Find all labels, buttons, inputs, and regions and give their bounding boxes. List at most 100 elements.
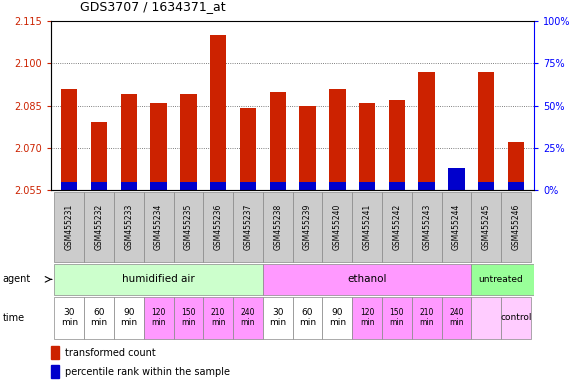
- FancyBboxPatch shape: [84, 192, 114, 262]
- Text: GSM455241: GSM455241: [363, 204, 372, 250]
- Text: GSM455239: GSM455239: [303, 204, 312, 250]
- Bar: [299, 106, 316, 190]
- Bar: [91, 122, 107, 190]
- Text: percentile rank within the sample: percentile rank within the sample: [65, 367, 230, 377]
- Text: GDS3707 / 1634371_at: GDS3707 / 1634371_at: [80, 0, 226, 13]
- Bar: [270, 91, 286, 190]
- FancyBboxPatch shape: [203, 192, 233, 262]
- Bar: [203, 297, 233, 339]
- Text: GSM455246: GSM455246: [512, 204, 521, 250]
- Text: untreated: untreated: [478, 275, 524, 284]
- Text: agent: agent: [3, 274, 31, 285]
- Text: GSM455238: GSM455238: [274, 204, 282, 250]
- Bar: [263, 264, 471, 295]
- Bar: [61, 182, 78, 190]
- Bar: [240, 108, 256, 190]
- Bar: [270, 182, 286, 190]
- Bar: [389, 182, 405, 190]
- Text: GSM455231: GSM455231: [65, 204, 74, 250]
- Bar: [389, 100, 405, 190]
- FancyBboxPatch shape: [412, 192, 441, 262]
- Text: GSM455240: GSM455240: [333, 204, 342, 250]
- Text: transformed count: transformed count: [65, 348, 156, 358]
- FancyBboxPatch shape: [54, 192, 84, 262]
- Text: GSM455235: GSM455235: [184, 204, 193, 250]
- Text: 240
min: 240 min: [449, 308, 464, 328]
- Bar: [91, 182, 107, 190]
- Bar: [471, 264, 534, 295]
- Bar: [51, 365, 59, 378]
- FancyBboxPatch shape: [293, 192, 323, 262]
- Text: 120
min: 120 min: [151, 308, 166, 328]
- FancyBboxPatch shape: [501, 192, 531, 262]
- Bar: [471, 297, 501, 339]
- Bar: [84, 297, 114, 339]
- Bar: [419, 72, 435, 190]
- Text: GSM455243: GSM455243: [422, 204, 431, 250]
- Bar: [210, 182, 226, 190]
- Text: GSM455242: GSM455242: [392, 204, 401, 250]
- Bar: [150, 182, 167, 190]
- FancyBboxPatch shape: [323, 192, 352, 262]
- Bar: [382, 297, 412, 339]
- FancyBboxPatch shape: [441, 192, 471, 262]
- Bar: [478, 72, 494, 190]
- FancyBboxPatch shape: [352, 192, 382, 262]
- Bar: [54, 264, 263, 295]
- Bar: [501, 297, 531, 339]
- Bar: [359, 182, 375, 190]
- Bar: [240, 182, 256, 190]
- Text: GSM455232: GSM455232: [95, 204, 103, 250]
- Bar: [114, 297, 144, 339]
- Bar: [323, 297, 352, 339]
- Text: 120
min: 120 min: [360, 308, 375, 328]
- Bar: [144, 297, 174, 339]
- Bar: [448, 168, 465, 190]
- Bar: [120, 182, 137, 190]
- Text: 210
min: 210 min: [211, 308, 226, 328]
- Text: 60
min: 60 min: [299, 308, 316, 328]
- Bar: [448, 182, 465, 190]
- FancyBboxPatch shape: [263, 192, 293, 262]
- Bar: [263, 297, 292, 339]
- Bar: [299, 182, 316, 190]
- Bar: [54, 297, 84, 339]
- Text: 240
min: 240 min: [241, 308, 255, 328]
- FancyBboxPatch shape: [114, 192, 144, 262]
- Bar: [508, 182, 524, 190]
- Text: GSM455244: GSM455244: [452, 204, 461, 250]
- FancyBboxPatch shape: [382, 192, 412, 262]
- FancyBboxPatch shape: [471, 192, 501, 262]
- Text: 60
min: 60 min: [90, 308, 107, 328]
- Bar: [329, 182, 345, 190]
- Text: control: control: [500, 313, 532, 322]
- Text: 150
min: 150 min: [389, 308, 404, 328]
- Bar: [150, 103, 167, 190]
- Bar: [51, 346, 59, 359]
- Bar: [352, 297, 382, 339]
- Text: humidified air: humidified air: [122, 274, 195, 285]
- FancyBboxPatch shape: [233, 192, 263, 262]
- Bar: [478, 182, 494, 190]
- Text: 30
min: 30 min: [61, 308, 78, 328]
- Text: GSM455234: GSM455234: [154, 204, 163, 250]
- Text: GSM455245: GSM455245: [482, 204, 490, 250]
- Bar: [419, 182, 435, 190]
- Text: 150
min: 150 min: [181, 308, 196, 328]
- Text: GSM455236: GSM455236: [214, 204, 223, 250]
- FancyBboxPatch shape: [144, 192, 174, 262]
- Bar: [508, 142, 524, 190]
- Bar: [441, 297, 471, 339]
- Bar: [293, 297, 323, 339]
- Text: GSM455237: GSM455237: [243, 204, 252, 250]
- Bar: [233, 297, 263, 339]
- Bar: [174, 297, 203, 339]
- Text: 90
min: 90 min: [329, 308, 346, 328]
- Text: 210
min: 210 min: [420, 308, 434, 328]
- Text: 30
min: 30 min: [269, 308, 286, 328]
- Bar: [61, 89, 78, 190]
- Bar: [359, 103, 375, 190]
- FancyBboxPatch shape: [174, 192, 203, 262]
- Bar: [329, 89, 345, 190]
- Bar: [448, 184, 465, 190]
